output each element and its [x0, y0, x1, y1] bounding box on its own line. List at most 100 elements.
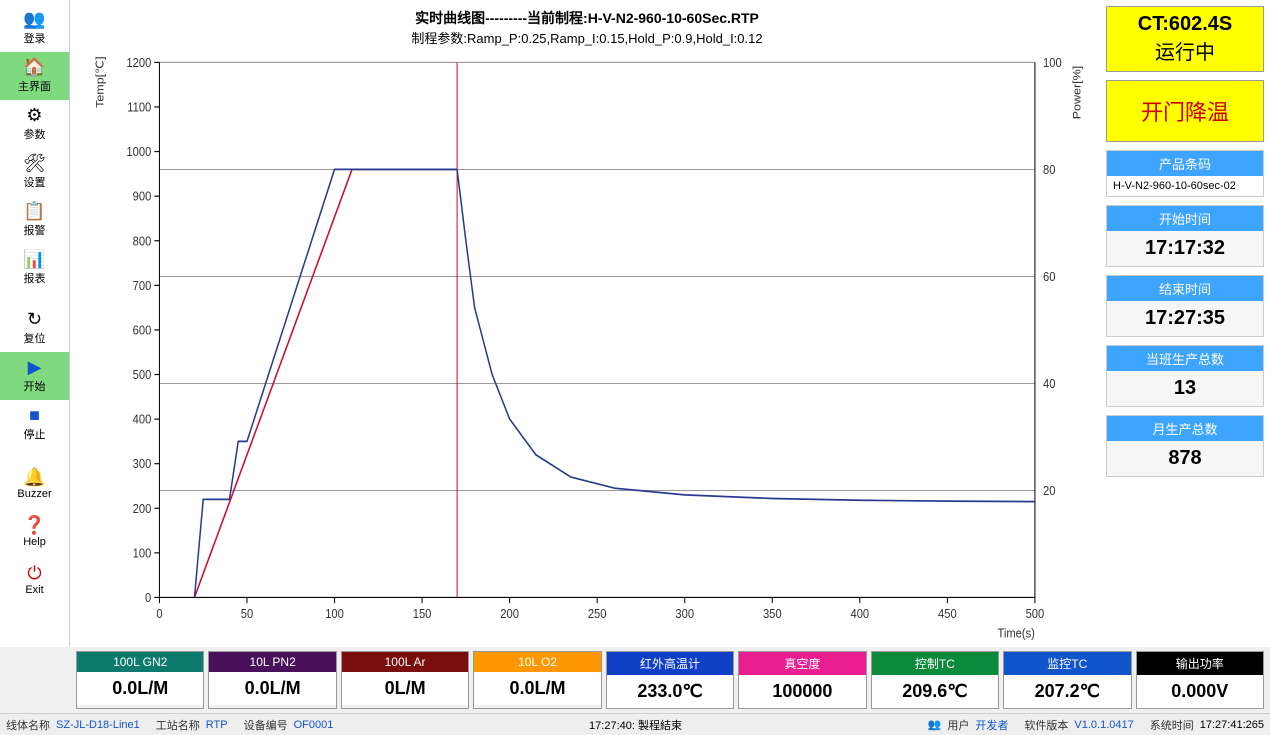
svg-text:Power[%]: Power[%] — [1070, 66, 1083, 120]
svg-text:60: 60 — [1043, 269, 1056, 284]
tile-value: 0.0L/M — [209, 672, 335, 705]
tile-真空度: 真空度100000 — [738, 651, 866, 709]
systime-value: 17:27:41:265 — [1200, 719, 1264, 731]
tile-value: 0.000V — [1137, 675, 1263, 708]
ct-status-box: CT:602.4S 运行中 — [1106, 6, 1264, 72]
svg-text:1000: 1000 — [126, 145, 151, 160]
sidebar-label: 报表 — [24, 270, 46, 286]
bottom-tiles: 100L GN20.0L/M10L PN20.0L/M100L Ar0L/M10… — [0, 647, 1270, 713]
Buzzer-icon: 🔔 — [23, 468, 45, 486]
svg-text:80: 80 — [1043, 162, 1056, 177]
svg-text:200: 200 — [500, 606, 519, 621]
end-value: 17:27:35 — [1107, 301, 1263, 336]
svg-text:500: 500 — [133, 367, 152, 382]
sidebar-btn-报警[interactable]: 📋报警 — [0, 196, 69, 244]
end-block: 结束时间 17:27:35 — [1106, 275, 1264, 337]
sidebar-btn-Help[interactable]: ❓ Help — [0, 508, 69, 556]
chart-title: 实时曲线图---------当前制程:H-V-N2-960-10-60Sec.R… — [78, 8, 1096, 28]
svg-text:1200: 1200 — [126, 55, 151, 70]
device-value: OF0001 — [294, 719, 334, 731]
svg-text:100: 100 — [133, 546, 152, 561]
sidebar-btn-设置[interactable]: 🛠设置 — [0, 148, 69, 196]
end-header: 结束时间 — [1107, 276, 1263, 301]
chart-subtitle: 制程参数:Ramp_P:0.25,Ramp_I:0.15,Hold_P:0.9,… — [78, 28, 1096, 47]
status-message: 17:27:40: 製程結束 — [349, 717, 921, 733]
tile-10L O2: 10L O20.0L/M — [473, 651, 601, 709]
month-block: 月生产总数 878 — [1106, 415, 1264, 477]
right-panel: CT:602.4S 运行中 开门降温 产品条码 H-V-N2-960-10-60… — [1100, 0, 1270, 647]
svg-text:500: 500 — [1026, 606, 1045, 621]
tile-header: 输出功率 — [1137, 652, 1263, 675]
barcode-header: 产品条码 — [1107, 151, 1263, 176]
svg-text:50: 50 — [241, 606, 254, 621]
svg-text:150: 150 — [413, 606, 432, 621]
sidebar: 👥 登录 🏠主界面⚙参数🛠设置📋报警📊报表 ↻复位▶开始■停止 🔔 Buzzer ❓ Help… — [0, 0, 70, 647]
svg-text:0: 0 — [156, 606, 163, 621]
sidebar-label: 报警 — [24, 222, 46, 238]
sidebar-btn-登录[interactable]: 👥 登录 — [0, 4, 69, 52]
sidebar-label: Exit — [25, 584, 43, 596]
svg-text:0: 0 — [145, 590, 152, 605]
svg-text:Time(s): Time(s) — [997, 626, 1035, 641]
run-state: 运行中 — [1109, 36, 1261, 65]
tile-value: 0.0L/M — [474, 672, 600, 705]
tile-header: 真空度 — [739, 652, 865, 675]
tile-header: 100L Ar — [342, 652, 468, 672]
tile-输出功率: 输出功率0.000V — [1136, 651, 1264, 709]
svg-text:800: 800 — [133, 234, 152, 249]
device-label: 设备编号 — [244, 717, 288, 733]
sidebar-btn-参数[interactable]: ⚙参数 — [0, 100, 69, 148]
user-label: 用户 — [947, 717, 969, 733]
svg-text:350: 350 — [763, 606, 782, 621]
登录-icon: 👥 — [23, 10, 45, 28]
Help-icon: ❓ — [23, 516, 45, 534]
sidebar-btn-复位[interactable]: ↻复位 — [0, 304, 69, 352]
systime-label: 系统时间 — [1150, 717, 1194, 733]
sidebar-label: 登录 — [24, 30, 46, 46]
sidebar-btn-开始[interactable]: ▶开始 — [0, 352, 69, 400]
station-value: RTP — [206, 719, 228, 731]
start-block: 开始时间 17:17:32 — [1106, 205, 1264, 267]
tile-value: 209.6℃ — [872, 675, 998, 708]
tile-value: 207.2℃ — [1004, 675, 1130, 708]
sidebar-btn-停止[interactable]: ■停止 — [0, 400, 69, 448]
sidebar-label: 设置 — [24, 174, 46, 190]
tile-value: 233.0℃ — [607, 675, 733, 708]
shift-value: 13 — [1107, 371, 1263, 406]
start-header: 开始时间 — [1107, 206, 1263, 231]
tile-监控TC: 监控TC207.2℃ — [1003, 651, 1131, 709]
line-label: 线体名称 — [6, 717, 50, 733]
tile-header: 控制TC — [872, 652, 998, 675]
svg-text:450: 450 — [938, 606, 957, 621]
tile-10L PN2: 10L PN20.0L/M — [208, 651, 336, 709]
tile-value: 0.0L/M — [77, 672, 203, 705]
tile-value: 100000 — [739, 675, 865, 708]
svg-text:250: 250 — [588, 606, 607, 621]
svg-text:20: 20 — [1043, 483, 1056, 498]
sidebar-btn-Exit[interactable]: ⏻Exit — [0, 556, 69, 604]
svg-text:1100: 1100 — [127, 100, 151, 115]
status-bar: 线体名称 SZ-JL-D18-Line1 工站名称 RTP 设备编号 OF000… — [0, 713, 1270, 735]
sidebar-btn-主界面[interactable]: 🏠主界面 — [0, 52, 69, 100]
sidebar-label: 主界面 — [18, 78, 51, 94]
sidebar-btn-报表[interactable]: 📊报表 — [0, 244, 69, 292]
svg-text:200: 200 — [133, 501, 152, 516]
tile-header: 10L PN2 — [209, 652, 335, 672]
shift-block: 当班生产总数 13 — [1106, 345, 1264, 407]
tile-header: 监控TC — [1004, 652, 1130, 675]
month-header: 月生产总数 — [1107, 416, 1263, 441]
sidebar-label: 复位 — [24, 330, 46, 346]
sidebar-label: Buzzer — [17, 488, 51, 500]
tile-100L Ar: 100L Ar0L/M — [341, 651, 469, 709]
sidebar-label: 参数 — [24, 126, 46, 142]
tile-value: 0L/M — [342, 672, 468, 705]
user-value: 开发者 — [975, 717, 1008, 733]
line-value: SZ-JL-D18-Line1 — [56, 719, 140, 731]
sidebar-btn-Buzzer[interactable]: 🔔 Buzzer — [0, 460, 69, 508]
tile-header: 红外高温计 — [607, 652, 733, 675]
svg-text:600: 600 — [133, 323, 152, 338]
barcode-value: H-V-N2-960-10-60sec-02 — [1107, 176, 1263, 196]
sidebar-label: Help — [23, 536, 46, 548]
停止-icon: ■ — [29, 406, 40, 424]
tile-100L GN2: 100L GN20.0L/M — [76, 651, 204, 709]
